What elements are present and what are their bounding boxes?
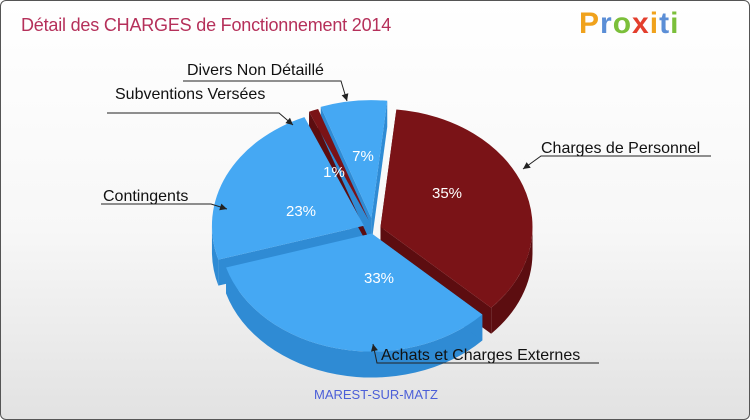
city-name: MAREST-SUR-MATZ — [314, 387, 438, 402]
pie-slice[interactable] — [380, 109, 533, 308]
pie-slice-wall — [371, 100, 388, 245]
leader-arrowhead — [523, 162, 531, 169]
logo-letter: i — [670, 7, 680, 40]
slice-percent-label: 33% — [364, 270, 394, 287]
leader-arrowhead — [371, 344, 378, 352]
slice-category-label: Contingents — [103, 188, 188, 205]
pie-slice[interactable] — [309, 109, 369, 221]
leader-arrowhead — [341, 93, 349, 101]
pie-slice[interactable] — [320, 100, 388, 219]
pie-slice[interactable] — [226, 233, 483, 352]
logo-letter: r — [600, 7, 613, 40]
slice-category-label: Achats et Charges Externes — [381, 347, 580, 364]
slice-category-label: Charges de Personnel — [541, 140, 700, 157]
slice-percent-label: 7% — [352, 148, 374, 165]
leader-arrowhead — [285, 117, 293, 125]
logo-letter: o — [612, 7, 633, 40]
pie-slice-side — [491, 226, 533, 334]
slice-percent-label: 1% — [323, 164, 345, 181]
leader-arrowhead — [219, 203, 227, 211]
slice-percent-label: 35% — [432, 185, 462, 202]
leader-line — [107, 112, 294, 126]
pie-slice-side — [226, 267, 483, 378]
logo-letter: i — [649, 7, 660, 40]
slice-percent-label: 23% — [286, 203, 316, 220]
leader-line — [522, 155, 711, 170]
pie-slice[interactable] — [211, 117, 364, 260]
pie-slice-side — [211, 225, 219, 286]
chart-title: Détail des CHARGES de Fonctionnement 201… — [21, 15, 392, 35]
logo-letter: P — [579, 7, 601, 40]
slice-category-label: Divers Non Détaillé — [187, 62, 324, 79]
proxiti-logo[interactable]: Proxiti — [579, 7, 679, 41]
logo-letter: t — [659, 7, 671, 40]
logo-letter: x — [632, 7, 650, 40]
slice-category-label: Subventions Versées — [115, 86, 265, 103]
